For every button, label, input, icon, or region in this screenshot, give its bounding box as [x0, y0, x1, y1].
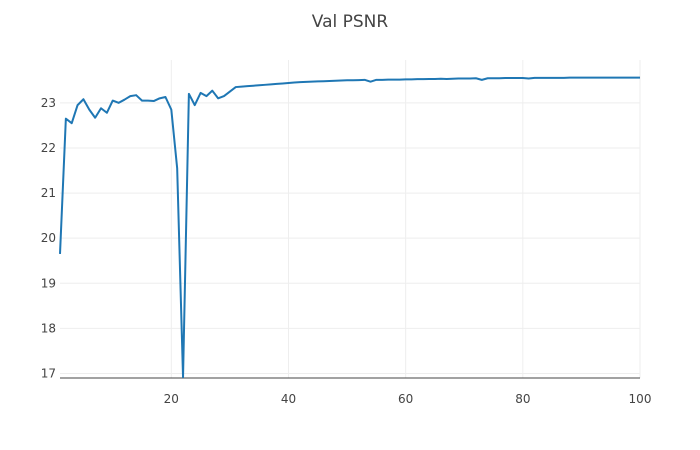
series-layer — [59, 76, 640, 379]
y-tick-label: 18 — [41, 321, 56, 335]
x-tick-label: 40 — [281, 392, 296, 406]
y-tick-label: 21 — [41, 186, 56, 200]
series-line — [59, 76, 640, 379]
x-tick-label: 100 — [629, 392, 652, 406]
chart-title: Val PSNR — [311, 12, 389, 32]
x-tick-label: 80 — [515, 392, 530, 406]
x-tick-label: 20 — [164, 392, 179, 406]
grid-layer — [60, 60, 641, 378]
y-tick-label: 20 — [41, 231, 56, 245]
y-tick-label: 19 — [41, 276, 56, 290]
x-tick-label: 60 — [398, 392, 413, 406]
y-tick-label: 23 — [41, 96, 56, 110]
y-tick-label: 22 — [41, 141, 56, 155]
y-tick-label: 17 — [41, 366, 56, 380]
axis-layer: 17 18 19 20 21 22 23 20 40 60 80 100 — [41, 96, 652, 406]
